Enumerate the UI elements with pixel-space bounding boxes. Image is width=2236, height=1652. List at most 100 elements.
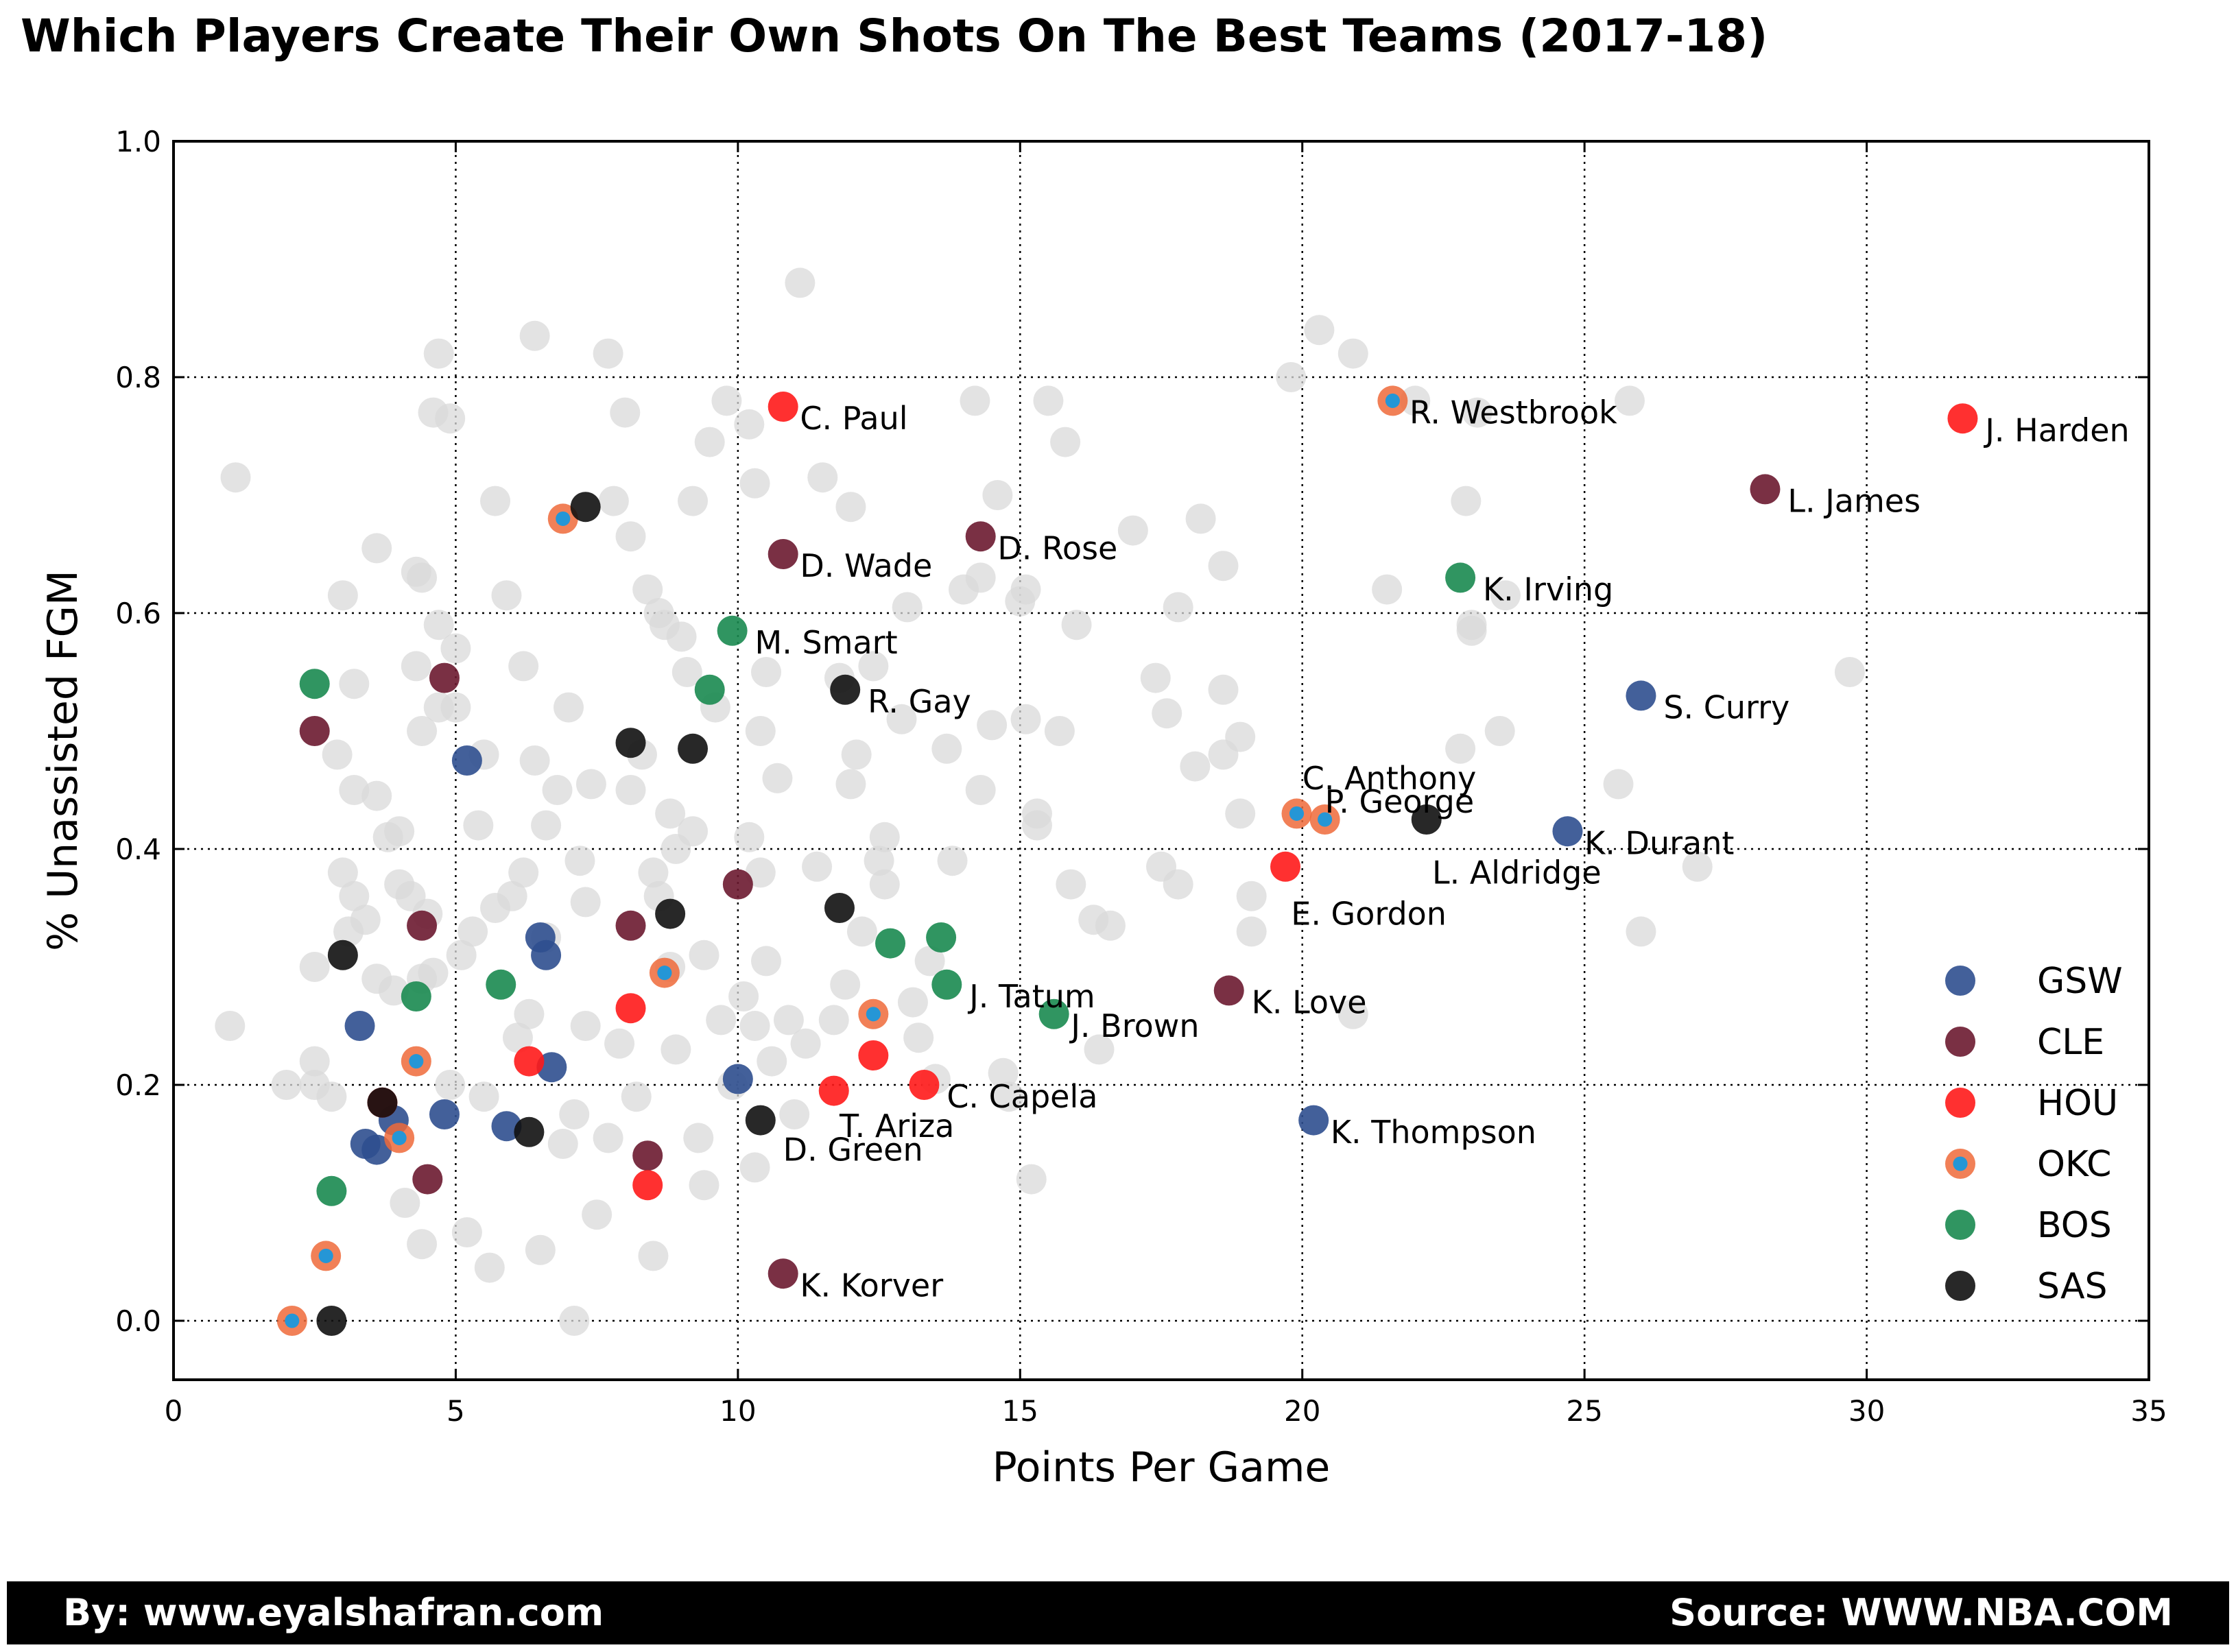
gsw-player-point [429,1099,460,1129]
league-player-point [407,562,438,593]
league-player-point [582,1199,612,1230]
x-tick-label: 35 [2130,1394,2167,1428]
league-player-point [401,651,431,682]
league-player-point [1456,610,1487,641]
league-player-point [361,533,392,564]
y-tick-label: 0.2 [115,1068,161,1102]
cle-player-point [299,716,330,746]
league-player-point [751,946,781,977]
sas-player-point [745,1105,776,1136]
league-player-point [327,857,358,888]
league-player-point [378,975,409,1006]
league-player-point [604,1028,635,1059]
legend-label-sas: SAS [2037,1266,2108,1307]
league-player-point [1050,427,1081,457]
axes: 0 5 10 15 20 25 30 35 0.0 0.2 0.4 0.6 0.8 1.0 Points P… [39,125,2167,1492]
league-player-point [435,1070,466,1100]
x-tick-label: 10 [719,1394,756,1428]
league-player-point [988,1057,1019,1088]
league-player-point [1445,733,1476,764]
player-label: L. James [1787,483,1920,520]
league-player-point [316,1081,347,1112]
league-player-point [671,657,702,687]
league-player-point [575,769,606,800]
hou-player-point [1270,851,1301,882]
league-player-point [350,905,381,935]
sas-player-point [316,1306,347,1336]
okc-player-point-center [409,1054,424,1069]
background-players [215,267,1865,1336]
league-player-point [807,462,838,493]
player-label: K. Durant [1584,824,1734,861]
legend-label-gsw: GSW [2037,961,2123,1002]
league-player-point [1061,610,1092,641]
league-player-point [1372,574,1403,605]
legend-marker-sas [1945,1271,1975,1301]
league-player-point [1208,674,1239,705]
league-player-point [468,1081,499,1112]
player-label: P. George [1325,783,1475,820]
league-player-point [361,780,392,811]
bos-player-point [694,674,725,705]
league-player-point [886,704,917,734]
league-player-point [897,987,928,1018]
league-player-point [497,881,527,911]
sas-player-point [570,492,601,523]
league-player-point [1163,592,1193,623]
league-player-point [1163,869,1193,900]
league-player-point [491,580,522,611]
league-player-point [745,857,776,888]
okc-player-point-center [285,1313,300,1328]
league-player-point [423,338,454,369]
team-players [276,385,1978,1336]
league-player-point [1033,385,1064,416]
bos-player-point [1038,998,1069,1029]
league-player-point [407,716,438,746]
league-player-point [418,957,449,988]
league-player-point [508,857,539,888]
hou-player-point [818,1075,849,1106]
legend-marker-okc-center [1953,1156,1968,1171]
league-player-point [339,669,370,699]
league-player-point [299,1046,330,1077]
league-player-point [1304,315,1335,346]
gsw-player-point [536,1052,567,1083]
league-player-point [632,574,663,605]
author-credit: By: www.eyalshafran.com [63,1591,604,1634]
chart-title: Which Players Create Their Own Shots On … [21,10,1768,62]
player-label: R. Westbrook [1410,394,1617,431]
league-player-point [1021,810,1052,841]
player-label: R. Gay [868,683,971,720]
league-player-point [757,1046,787,1077]
gsw-player-point [722,1064,753,1094]
sas-player-point [824,893,855,923]
league-player-point [1400,385,1431,416]
bos-player-point [717,615,748,646]
hou-player-point [615,993,646,1024]
league-player-point [1236,881,1267,911]
sas-player-point [830,674,861,705]
league-player-point [1180,751,1211,782]
cle-player-point [768,539,798,569]
league-player-point [931,733,962,764]
league-player-point [835,769,866,800]
bos-player-point [875,928,906,959]
league-player-point [678,486,709,516]
hou-player-point [632,1170,663,1201]
league-player-point [570,1011,601,1041]
league-player-point [1016,1164,1047,1195]
x-tick-label: 25 [1566,1394,1602,1428]
okc-player-point-center [556,511,571,526]
league-player-point [1084,1034,1115,1065]
cle-player-point [632,1140,663,1171]
player-label: K. Love [1252,984,1367,1021]
okc-player-point-center [866,1007,881,1022]
league-player-point [655,798,686,829]
x-tick-label: 15 [1002,1394,1038,1428]
league-player-point [1095,910,1126,941]
player-label: M. Smart [755,624,898,661]
league-player-point [502,1022,533,1053]
league-player-point [841,739,872,770]
league-player-point [734,409,765,440]
y-tick-label: 1.0 [115,125,161,158]
